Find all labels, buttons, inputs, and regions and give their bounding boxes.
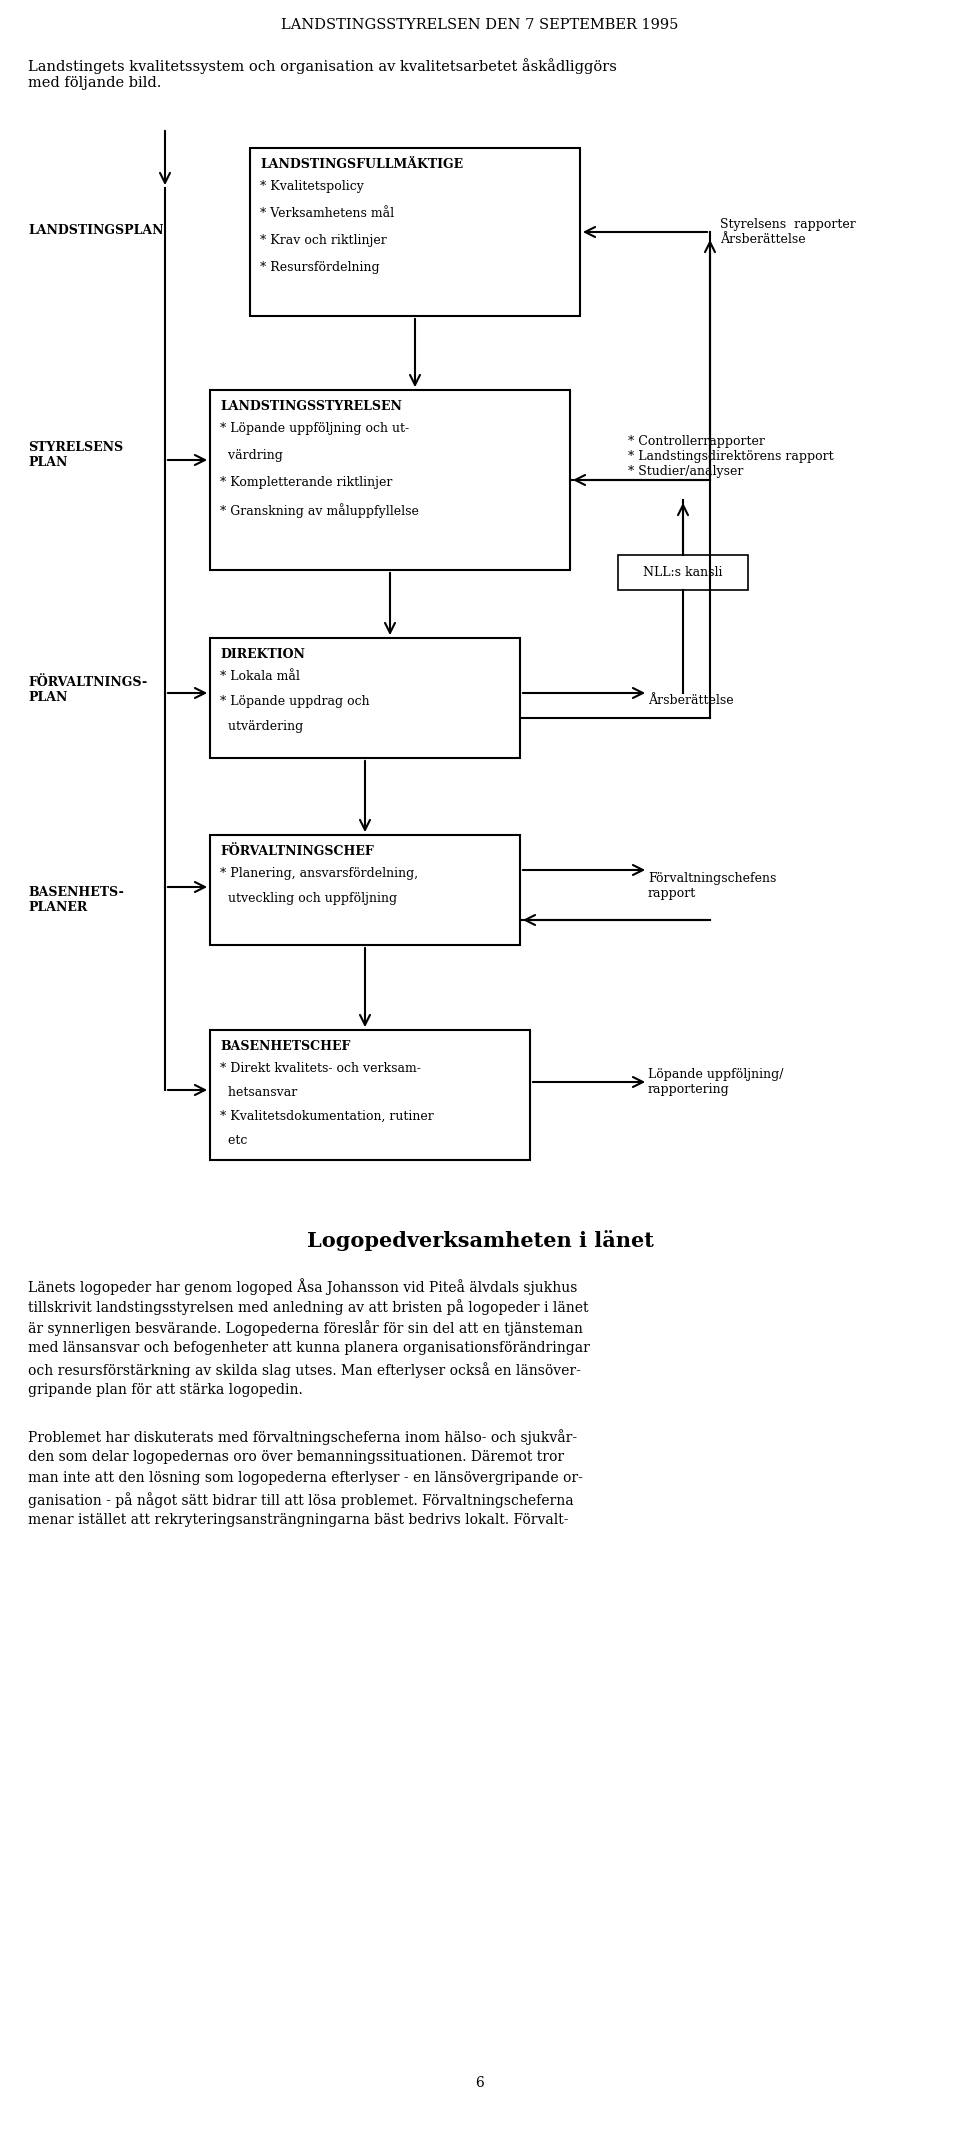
Text: menar istället att rekryteringsansträngningarna bäst bedrivs lokalt. Förvalt-: menar istället att rekryteringsansträngn… xyxy=(28,1514,568,1527)
Text: FÖRVALTNINGSCHEF: FÖRVALTNINGSCHEF xyxy=(220,844,373,857)
Text: * Resursfördelning: * Resursfördelning xyxy=(260,260,379,275)
Text: Landstingets kvalitetssystem och organisation av kvalitetsarbetet åskådliggörs
m: Landstingets kvalitetssystem och organis… xyxy=(28,58,617,90)
Text: NLL:s kansli: NLL:s kansli xyxy=(643,565,723,580)
Text: med länsansvar och befogenheter att kunna planera organisationsförändringar: med länsansvar och befogenheter att kunn… xyxy=(28,1341,589,1356)
Text: * Kvalitetsdokumentation, rutiner: * Kvalitetsdokumentation, rutiner xyxy=(220,1111,434,1124)
Text: LANDSTINGSSTYRELSEN DEN 7 SEPTEMBER 1995: LANDSTINGSSTYRELSEN DEN 7 SEPTEMBER 1995 xyxy=(281,17,679,32)
Text: LANDSTINGSSTYRELSEN: LANDSTINGSSTYRELSEN xyxy=(220,401,402,414)
Bar xyxy=(210,1030,530,1160)
Text: * Kompletterande riktlinjer: * Kompletterande riktlinjer xyxy=(220,475,393,488)
Text: 6: 6 xyxy=(475,2077,485,2089)
Text: * Direkt kvalitets- och verksam-: * Direkt kvalitets- och verksam- xyxy=(220,1062,420,1075)
Bar xyxy=(250,147,580,316)
Bar xyxy=(618,554,748,591)
Text: Problemet har diskuterats med förvaltningscheferna inom hälso- och sjukvår-: Problemet har diskuterats med förvaltnin… xyxy=(28,1428,577,1445)
Text: Förvaltningschefens
rapport: Förvaltningschefens rapport xyxy=(648,872,777,900)
Text: FÖRVALTNINGS-
PLAN: FÖRVALTNINGS- PLAN xyxy=(28,676,147,704)
Text: gripande plan för att stärka logopedin.: gripande plan för att stärka logopedin. xyxy=(28,1384,302,1396)
Text: tillskrivit landstingsstyrelsen med anledning av att bristen på logopeder i läne: tillskrivit landstingsstyrelsen med anle… xyxy=(28,1298,588,1315)
Text: * Controllerrapporter
* Landstingsdirektörens rapport
* Studier/analyser: * Controllerrapporter * Landstingsdirekt… xyxy=(628,435,833,478)
Text: etc: etc xyxy=(220,1134,248,1147)
Text: * Löpande uppdrag och: * Löpande uppdrag och xyxy=(220,695,370,708)
Text: Årsberättelse: Årsberättelse xyxy=(648,693,733,706)
Text: LANDSTINGSFULLMÄKTIGE: LANDSTINGSFULLMÄKTIGE xyxy=(260,158,463,171)
Bar xyxy=(210,637,520,759)
Text: Logopedverksamheten i länet: Logopedverksamheten i länet xyxy=(306,1230,654,1251)
Text: är synnerligen besvärande. Logopederna föreslår för sin del att en tjänsteman: är synnerligen besvärande. Logopederna f… xyxy=(28,1320,583,1337)
Bar xyxy=(210,836,520,944)
Text: värdring: värdring xyxy=(220,450,283,463)
Text: Länets logopeder har genom logoped Åsa Johansson vid Piteå älvdals sjukhus: Länets logopeder har genom logoped Åsa J… xyxy=(28,1277,577,1294)
Text: BASENHETS-
PLANER: BASENHETS- PLANER xyxy=(28,887,124,915)
Text: Löpande uppföljning/
rapportering: Löpande uppföljning/ rapportering xyxy=(648,1068,783,1096)
Text: och resursförstärkning av skilda slag utses. Man efterlyser också en länsöver-: och resursförstärkning av skilda slag ut… xyxy=(28,1362,581,1377)
Text: den som delar logopedernas oro över bemanningssituationen. Däremot tror: den som delar logopedernas oro över bema… xyxy=(28,1450,564,1465)
Text: STYRELSENS
PLAN: STYRELSENS PLAN xyxy=(28,441,123,469)
Text: * Planering, ansvarsfördelning,: * Planering, ansvarsfördelning, xyxy=(220,868,419,881)
Text: * Kvalitetspolicy: * Kvalitetspolicy xyxy=(260,179,364,194)
Text: * Granskning av måluppfyllelse: * Granskning av måluppfyllelse xyxy=(220,503,419,518)
Text: * Lokala mål: * Lokala mål xyxy=(220,669,300,682)
Text: LANDSTINGSPLAN: LANDSTINGSPLAN xyxy=(28,224,163,237)
Text: hetsansvar: hetsansvar xyxy=(220,1085,298,1098)
Text: * Verksamhetens mål: * Verksamhetens mål xyxy=(260,207,395,220)
Text: man inte att den lösning som logopederna efterlyser - en länsövergripande or-: man inte att den lösning som logopederna… xyxy=(28,1471,583,1486)
Text: * Krav och riktlinjer: * Krav och riktlinjer xyxy=(260,235,387,247)
Text: utveckling och uppföljning: utveckling och uppföljning xyxy=(220,891,397,904)
Text: * Löpande uppföljning och ut-: * Löpande uppföljning och ut- xyxy=(220,422,409,435)
Text: DIREKTION: DIREKTION xyxy=(220,648,305,661)
Text: BASENHETSCHEF: BASENHETSCHEF xyxy=(220,1040,350,1053)
Text: ganisation - på något sätt bidrar till att lösa problemet. Förvaltningscheferna: ganisation - på något sätt bidrar till a… xyxy=(28,1492,574,1507)
Text: Styrelsens  rapporter
Årsberättelse: Styrelsens rapporter Årsberättelse xyxy=(720,217,855,245)
Text: utvärdering: utvärdering xyxy=(220,721,303,733)
Bar xyxy=(210,390,570,569)
